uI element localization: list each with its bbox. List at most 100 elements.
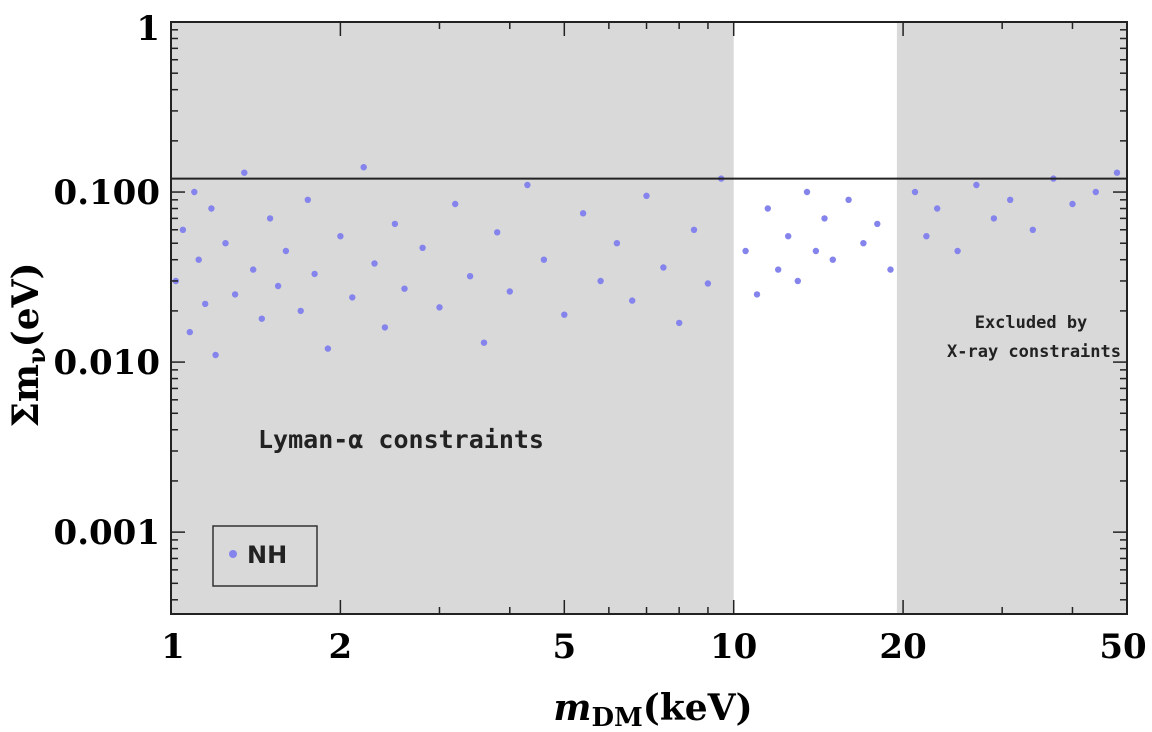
legend-marker-nh xyxy=(229,550,237,558)
x-axis-label: mDM(keV) xyxy=(553,687,752,732)
plot-frame xyxy=(170,21,1128,615)
data-point xyxy=(690,226,698,233)
data-point xyxy=(803,188,811,196)
y-tick-label: 1 xyxy=(136,9,160,49)
data-point xyxy=(911,188,919,196)
data-point xyxy=(191,188,198,196)
data-point xyxy=(775,266,782,273)
data-point xyxy=(266,215,274,222)
data-point xyxy=(208,205,215,212)
data-point xyxy=(812,247,820,255)
xray-annotation-line1: Excluded by xyxy=(975,313,1088,333)
x-tick-label: 2 xyxy=(329,627,353,667)
legend-box xyxy=(212,525,318,587)
data-point xyxy=(954,247,961,255)
scatter-points xyxy=(172,164,1121,359)
data-point xyxy=(990,215,998,222)
y-axis-label-var: Σm xyxy=(5,364,47,428)
data-point xyxy=(250,266,257,273)
data-point xyxy=(436,304,443,311)
data-point xyxy=(494,229,501,236)
y-axis-label: Σmν(eV) xyxy=(5,262,51,427)
y-tick-label: 0.100 xyxy=(54,173,160,213)
data-point xyxy=(304,196,311,203)
data-point xyxy=(212,351,219,359)
data-point xyxy=(324,345,332,352)
x-tick-label: 10 xyxy=(710,627,757,667)
excluded-region-2 xyxy=(896,22,1127,614)
x-tick-label: 20 xyxy=(879,627,926,667)
data-point xyxy=(466,273,474,280)
legend-label-nh: NH xyxy=(247,541,287,569)
data-point xyxy=(274,282,282,290)
data-point xyxy=(419,244,426,251)
data-point xyxy=(381,324,389,331)
data-point xyxy=(258,315,265,322)
data-point xyxy=(349,294,356,301)
data-point xyxy=(785,233,792,240)
data-point xyxy=(643,192,650,199)
x-tick-label: 5 xyxy=(552,627,576,667)
data-point xyxy=(195,256,202,263)
data-point xyxy=(524,181,531,189)
data-point xyxy=(794,277,801,285)
data-point xyxy=(540,256,548,263)
x-axis-label-var: m xyxy=(553,687,591,729)
data-point xyxy=(337,233,344,240)
data-point xyxy=(179,226,187,233)
data-point xyxy=(1069,200,1076,208)
data-point xyxy=(845,196,852,203)
data-point xyxy=(202,300,209,308)
axis-ticks: 1 2 5 10 20 50 1 0.100 0.010 0.001 xyxy=(54,9,1147,667)
x-tick-label: 1 xyxy=(161,627,185,667)
data-point xyxy=(561,311,568,318)
data-point xyxy=(934,205,941,212)
data-point xyxy=(613,240,621,247)
x-axis-label-sub: DM xyxy=(591,703,642,732)
data-point xyxy=(821,215,828,222)
data-point xyxy=(1007,196,1014,203)
excluded-region-1 xyxy=(171,22,734,614)
y-axis-label-unit: (eV) xyxy=(5,262,47,347)
data-point xyxy=(829,256,836,263)
data-point xyxy=(923,233,930,240)
y-tick-label: 0.010 xyxy=(54,343,160,383)
data-point xyxy=(311,270,318,278)
data-point xyxy=(401,285,408,292)
data-point xyxy=(371,260,378,267)
data-point xyxy=(887,266,894,273)
data-point xyxy=(1113,169,1121,176)
data-point xyxy=(764,205,771,212)
data-point xyxy=(660,264,667,271)
x-axis-label-unit: (keV) xyxy=(643,687,753,729)
data-point xyxy=(860,240,867,247)
data-point xyxy=(231,291,239,298)
x-tick-label: 50 xyxy=(1099,627,1146,667)
data-point xyxy=(282,247,290,255)
data-point xyxy=(1092,188,1100,196)
data-point xyxy=(297,307,304,315)
data-point xyxy=(629,297,636,304)
data-point xyxy=(676,319,683,327)
data-point xyxy=(452,200,459,208)
y-tick-label: 0.001 xyxy=(54,513,160,553)
data-point xyxy=(222,240,229,247)
data-point xyxy=(480,339,488,346)
data-point xyxy=(742,247,749,255)
data-point xyxy=(597,277,604,285)
data-point xyxy=(579,210,587,217)
lyman-alpha-annotation: Lyman-α constraints xyxy=(258,425,544,454)
y-axis-label-sub: ν xyxy=(22,347,51,364)
data-point xyxy=(1029,226,1037,233)
data-point xyxy=(360,164,367,171)
legend: NH xyxy=(212,525,318,587)
xray-annotation-line2: X-ray constraints xyxy=(947,342,1121,362)
data-point xyxy=(753,291,761,298)
data-point xyxy=(186,328,193,336)
data-point xyxy=(874,220,881,228)
data-point xyxy=(506,288,513,295)
data-point xyxy=(391,220,399,228)
data-point xyxy=(704,280,712,287)
data-point xyxy=(241,169,248,176)
